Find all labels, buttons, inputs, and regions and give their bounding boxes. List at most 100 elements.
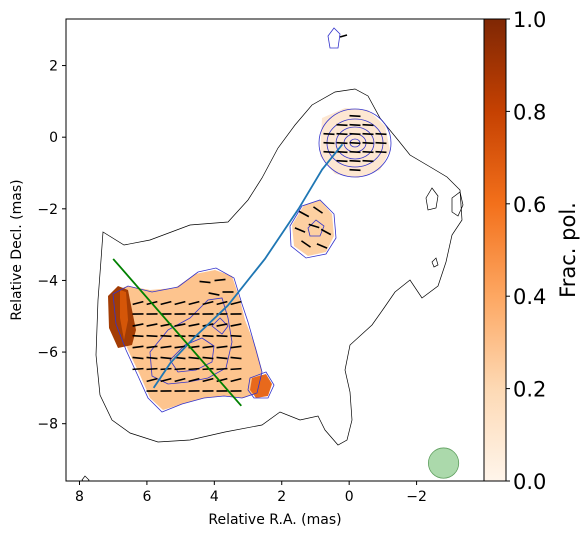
evpa-tick xyxy=(132,334,144,338)
outer-contour-island xyxy=(451,191,464,217)
evpa-tick xyxy=(349,123,361,127)
outer-contour xyxy=(95,88,463,446)
evpa-tick xyxy=(308,223,320,229)
evpa-tick xyxy=(336,132,348,136)
evpa-tick xyxy=(362,141,374,145)
evpa-tick xyxy=(132,345,144,349)
south-tail-polarization xyxy=(250,374,272,398)
knot-contour xyxy=(289,199,337,259)
evpa-tick xyxy=(174,377,186,383)
lobe-contour xyxy=(149,297,233,385)
evpa-tick xyxy=(160,356,172,360)
evpa-tick xyxy=(230,334,242,338)
evpa-tick xyxy=(160,300,172,306)
evpa-tick xyxy=(160,345,172,349)
evpa-tick xyxy=(301,240,311,248)
knot-contour xyxy=(307,219,325,237)
evpa-tick xyxy=(160,334,172,338)
outer-contour-island xyxy=(431,257,439,268)
evpa-tick xyxy=(349,150,361,154)
colorbar-tick-label: 0.2 xyxy=(513,378,546,402)
evpa-tick xyxy=(146,323,158,327)
evpa-tick xyxy=(202,367,214,371)
y-tick-label: −4 xyxy=(37,273,58,289)
evpa-tick xyxy=(375,141,387,145)
y-tick-label: 0 xyxy=(49,130,58,146)
evpa-tick xyxy=(349,114,361,118)
evpa-tick xyxy=(336,141,348,145)
evpa-tick xyxy=(230,367,242,371)
x-axis-label: Relative R.A. (mas) xyxy=(208,512,341,528)
evpa-tick xyxy=(146,334,158,338)
evpa-tick xyxy=(230,300,242,306)
evpa-tick xyxy=(216,300,228,306)
evpa-tick xyxy=(202,356,214,360)
evpa-tick xyxy=(336,150,348,154)
evpa-tick xyxy=(216,345,228,349)
colorbar-tick-label: 0.4 xyxy=(513,285,546,309)
evpa-tick xyxy=(202,334,214,338)
evpa-tick xyxy=(323,141,335,145)
evpa-tick xyxy=(336,123,348,127)
evpa-tick xyxy=(375,132,387,136)
evpa-tick xyxy=(174,367,186,371)
evpa-tick xyxy=(294,227,306,233)
evpa-tick xyxy=(298,210,310,218)
evpa-tick xyxy=(362,159,374,163)
evpa-tick xyxy=(188,323,200,327)
y-tick-label: −6 xyxy=(37,345,58,361)
evpa-tick xyxy=(188,356,200,360)
evpa-tick xyxy=(202,300,214,306)
evpa-tick xyxy=(230,356,242,360)
evpa-tick xyxy=(375,150,387,154)
lobe-contour xyxy=(211,317,229,335)
evpa-tick xyxy=(230,323,242,327)
evpa-tick xyxy=(188,300,200,306)
colorbar xyxy=(483,18,507,482)
colorbar-tick-label: 0.8 xyxy=(513,100,546,124)
x-tick-label: 6 xyxy=(142,489,151,505)
evpa-tick xyxy=(146,356,158,360)
y-axis-ticks: 2 0 −2 −4 −6 −8 xyxy=(37,59,66,433)
evpa-tick xyxy=(208,292,220,296)
jet-ridge-line xyxy=(152,143,344,389)
evpa-tick xyxy=(174,300,186,306)
x-tick-label: 4 xyxy=(210,489,219,505)
evpa-tick xyxy=(362,132,374,136)
evpa-tick xyxy=(313,206,323,214)
evpa-tick xyxy=(146,345,158,349)
evpa-tick xyxy=(216,356,228,360)
evpa-tick xyxy=(336,159,348,163)
evpa-tick xyxy=(216,334,228,338)
evpa-ticks xyxy=(132,34,387,392)
north-blob-contour xyxy=(327,27,341,49)
edge-high-pol-streak xyxy=(120,290,128,340)
evpa-tick xyxy=(216,323,228,327)
x-tick-label: −2 xyxy=(406,489,427,505)
evpa-tick xyxy=(132,367,144,371)
colorbar-tick-label: 0.6 xyxy=(513,193,546,217)
lobe-contour xyxy=(112,267,263,413)
evpa-tick xyxy=(349,132,361,136)
evpa-tick xyxy=(132,323,144,327)
evpa-tick xyxy=(349,159,361,163)
evpa-tick xyxy=(146,377,158,383)
x-tick-label: 0 xyxy=(345,489,354,505)
evpa-tick xyxy=(132,300,144,306)
evpa-tick xyxy=(202,345,214,349)
evpa-tick xyxy=(362,150,374,154)
evpa-tick xyxy=(323,150,335,154)
evpa-tick xyxy=(174,323,186,327)
beam-ellipse xyxy=(427,447,460,479)
core-contour xyxy=(335,126,375,160)
evpa-tick xyxy=(339,34,348,38)
colorbar-tick-label: 0.0 xyxy=(513,470,546,494)
y-axis-label: Relative Decl. (mas) xyxy=(9,179,25,320)
colorbar-tick-label: 1.0 xyxy=(513,8,546,32)
evpa-tick xyxy=(230,345,242,349)
evpa-tick xyxy=(188,367,200,371)
colorbar-ticks: 0.0 0.2 0.4 0.6 0.8 1.0 xyxy=(506,8,546,494)
x-axis-ticks: 8 6 4 2 0 −2 xyxy=(75,481,427,505)
evpa-tick xyxy=(160,377,172,383)
evpa-tick xyxy=(146,367,158,371)
